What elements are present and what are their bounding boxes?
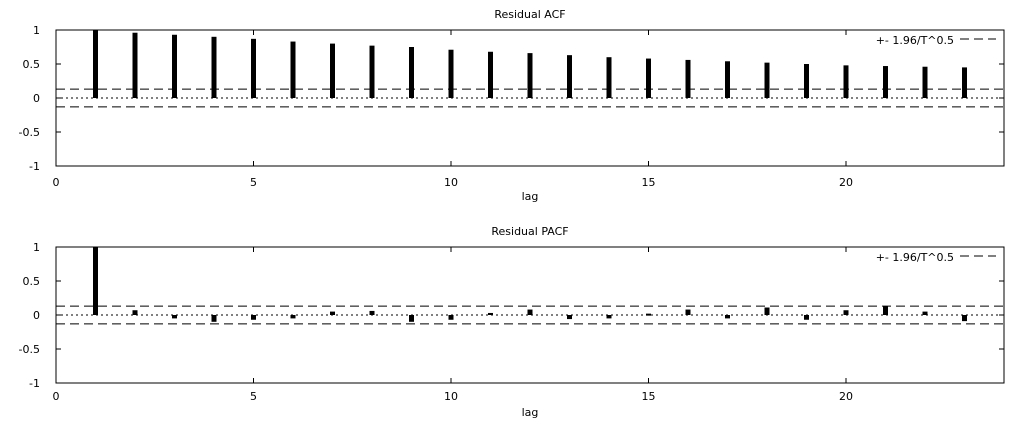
acf-bar-lag-2 bbox=[132, 32, 138, 98]
acf-bar-lag-17 bbox=[725, 61, 730, 98]
y-tick-label: -1 bbox=[29, 377, 40, 390]
acf-bar-lag-16 bbox=[685, 59, 691, 98]
pacf-bar-lag-8 bbox=[369, 310, 375, 315]
acf-bar-lag-1 bbox=[93, 30, 98, 98]
pacf-bar-lag-21 bbox=[883, 306, 888, 315]
x-tick-label: 15 bbox=[642, 390, 656, 403]
y-tick-label: 1 bbox=[33, 24, 40, 37]
acf-bar-lag-9 bbox=[409, 47, 414, 98]
x-tick-label: 5 bbox=[250, 176, 257, 189]
pacf-bar-lag-22 bbox=[922, 311, 928, 315]
x-tick-label: 10 bbox=[444, 390, 458, 403]
legend-label: +- 1.96/T^0.5 bbox=[876, 251, 954, 264]
legend: +- 1.96/T^0.5 bbox=[876, 34, 996, 47]
acf-bar-lag-14 bbox=[606, 57, 612, 98]
acf-bar-lag-19 bbox=[804, 64, 809, 98]
pacf-bar-lag-6 bbox=[290, 315, 296, 319]
chart-title: Residual ACF bbox=[494, 8, 565, 21]
pacf-bar-lag-19 bbox=[804, 315, 809, 320]
pacf-panel: Residual PACF 1 0.5 0 -0.5 -1 0 5 10 15 20 lag +- 1.… bbox=[19, 225, 1005, 419]
pacf-bar-lag-18 bbox=[764, 307, 770, 315]
acf-bar-lag-7 bbox=[330, 43, 335, 98]
pacf-bar-lag-20 bbox=[843, 310, 849, 315]
y-tick-label: -0.5 bbox=[19, 126, 40, 139]
pacf-bar-lag-7 bbox=[330, 311, 335, 315]
acf-bar-lag-21 bbox=[883, 66, 888, 98]
x-tick-label: 5 bbox=[250, 390, 257, 403]
pacf-bar-lag-9 bbox=[409, 315, 414, 322]
pacf-bar-lag-4 bbox=[211, 315, 217, 322]
y-tick-label: 0 bbox=[33, 92, 40, 105]
y-tick-label: 0 bbox=[33, 309, 40, 322]
legend: +- 1.96/T^0.5 bbox=[876, 251, 996, 264]
acf-bar-lag-8 bbox=[369, 45, 375, 98]
pacf-bar-lag-15 bbox=[646, 313, 651, 316]
y-tick-label: 0.5 bbox=[23, 275, 41, 288]
pacf-bar-lag-3 bbox=[172, 315, 177, 319]
pacf-bar-lag-12 bbox=[527, 309, 533, 315]
x-tick-label: 10 bbox=[444, 176, 458, 189]
x-tick-label: 0 bbox=[53, 176, 60, 189]
acf-bar-lag-5 bbox=[251, 38, 256, 98]
acf-bar-lag-23 bbox=[962, 67, 967, 98]
x-tick-label: 0 bbox=[53, 390, 60, 403]
acf-bar-lag-6 bbox=[290, 41, 296, 98]
x-tick-label: 20 bbox=[839, 176, 853, 189]
pacf-bar-lag-13 bbox=[567, 315, 572, 320]
y-tick-label: 1 bbox=[33, 241, 40, 254]
pacf-bar-lag-5 bbox=[251, 315, 256, 320]
pacf-bar-lag-14 bbox=[606, 315, 612, 319]
acf-bar-lag-10 bbox=[448, 49, 454, 98]
acf-bar-lag-20 bbox=[843, 65, 849, 98]
pacf-bar-lag-16 bbox=[685, 309, 691, 315]
y-tick-label: -0.5 bbox=[19, 343, 40, 356]
pacf-bar-lag-23 bbox=[962, 315, 967, 322]
acf-bar-lag-13 bbox=[567, 55, 572, 98]
acf-panel: Residual ACF 1 0.5 0 -0.5 -1 0 5 10 15 20 lag +- 1.9… bbox=[19, 8, 1005, 203]
x-axis-label: lag bbox=[522, 190, 539, 203]
pacf-bar-lag-1 bbox=[93, 247, 98, 315]
y-tick-label: -1 bbox=[29, 160, 40, 173]
x-tick-label: 20 bbox=[839, 390, 853, 403]
acf-bar-lag-3 bbox=[172, 34, 177, 98]
chart-title: Residual PACF bbox=[491, 225, 568, 238]
x-axis-label: lag bbox=[522, 406, 539, 419]
y-tick-label: 0.5 bbox=[23, 58, 41, 71]
pacf-bar-lag-17 bbox=[725, 315, 730, 319]
x-tick-label: 15 bbox=[642, 176, 656, 189]
acf-bar-lag-11 bbox=[488, 51, 493, 98]
acf-bar-lag-22 bbox=[922, 66, 928, 98]
pacf-bar-lag-2 bbox=[132, 310, 138, 315]
pacf-bar-lag-11 bbox=[488, 312, 493, 315]
acf-bar-lag-18 bbox=[764, 62, 770, 98]
pacf-bar-lag-10 bbox=[448, 315, 454, 320]
acf-bar-lag-4 bbox=[211, 36, 217, 98]
acf-bar-lag-12 bbox=[527, 53, 533, 98]
legend-label: +- 1.96/T^0.5 bbox=[876, 34, 954, 47]
acf-bar-lag-15 bbox=[646, 58, 651, 98]
